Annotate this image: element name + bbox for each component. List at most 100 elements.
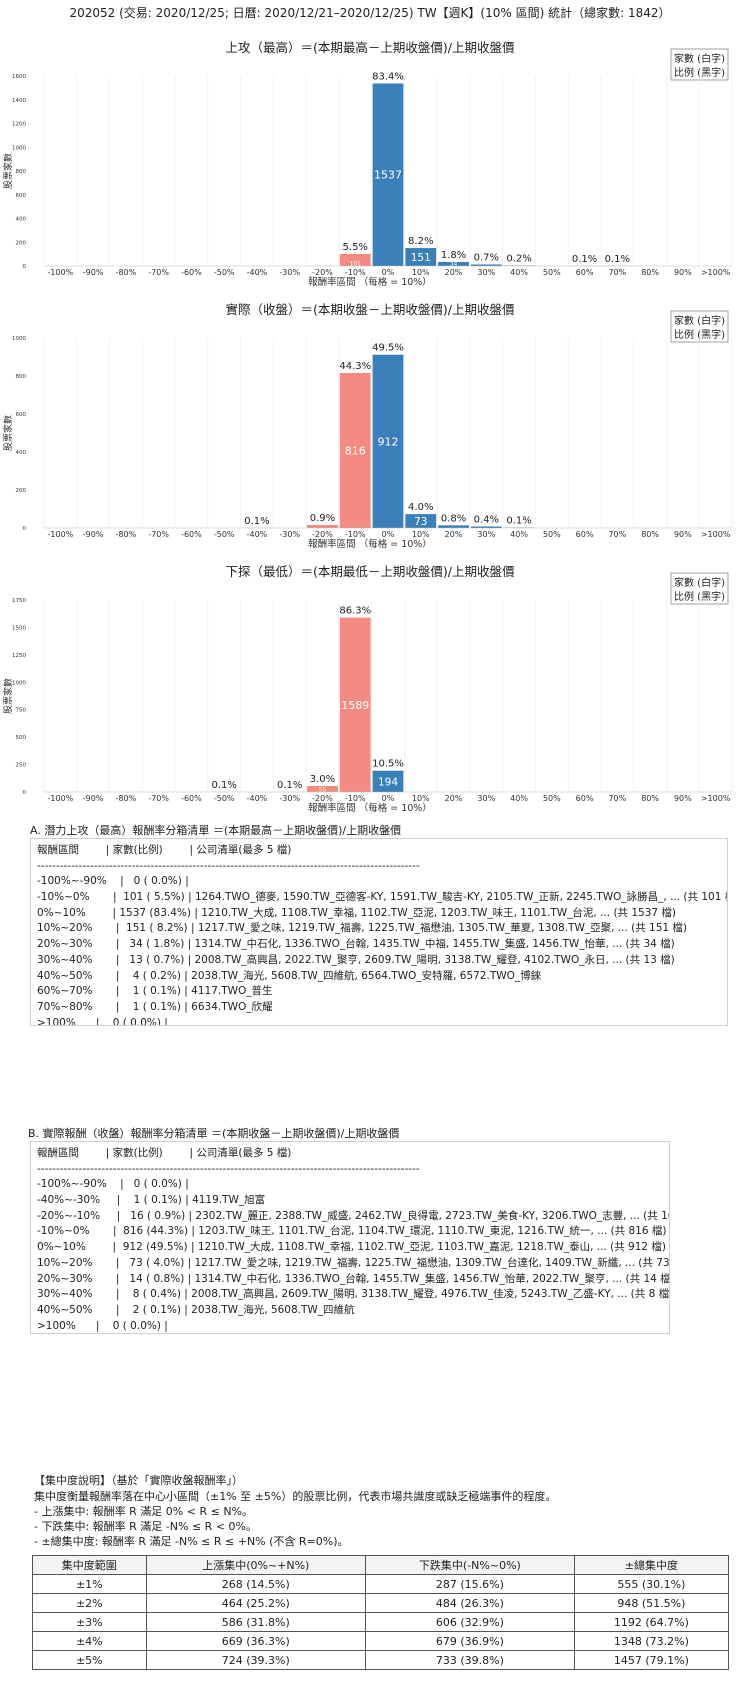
y-tick-label: 1000 bbox=[12, 145, 26, 151]
bar-pct-label: 0.1% bbox=[572, 254, 597, 265]
x-tick-label: 60% bbox=[576, 794, 594, 803]
concentration-up-def: - 上漲集中: 報酬率 R 滿足 0% < R ≤ N%。 bbox=[34, 1505, 253, 1518]
y-tick-label: 400 bbox=[16, 217, 27, 223]
y-tick-label: 800 bbox=[16, 169, 27, 175]
x-tick-label: 30% bbox=[477, 530, 495, 539]
table-cell: 1348 (73.2%) bbox=[573, 1631, 730, 1651]
x-tick-label: -60% bbox=[181, 794, 202, 803]
legend-label: 比例 (黑字) bbox=[674, 590, 725, 603]
x-tick-label: -20% bbox=[312, 268, 333, 277]
bar bbox=[339, 617, 371, 792]
x-tick-label: -60% bbox=[181, 268, 202, 277]
concentration-both-def: - ±總集中度: 報酬率 R 滿足 -N% ≤ R ≤ +N% (不含 R=0%… bbox=[34, 1535, 349, 1548]
concentration-desc: 集中度衡量報酬率落在中心小區間（±1% 至 ±5%）的股票比例，代表市場共識度或… bbox=[34, 1490, 557, 1503]
x-tick-label: 80% bbox=[641, 268, 659, 277]
x-tick-label: 0% bbox=[382, 530, 395, 539]
bar bbox=[339, 254, 371, 266]
legend-label: 家數 (白字) bbox=[674, 314, 725, 327]
x-tick-label: 70% bbox=[608, 268, 626, 277]
x-tick-label: -90% bbox=[83, 530, 104, 539]
x-tick-label: 40% bbox=[510, 530, 528, 539]
x-tick-label: 30% bbox=[477, 794, 495, 803]
bar-count-label: 912 bbox=[378, 435, 399, 448]
bar bbox=[307, 524, 338, 528]
list-item: -40%~-30% | 1 ( 0.1%) | 4119.TW_旭富 bbox=[37, 1194, 266, 1207]
y-tick-label: 1000 bbox=[12, 680, 26, 686]
chart-high: 上攻（最高）＝(本期最高－上期收盤價)/上期收盤價 家數 (白字) 比例 (黑字) 0… bbox=[0, 36, 740, 286]
y-tick-label: 0 bbox=[23, 526, 27, 532]
bar-pct-label: 1.8% bbox=[441, 250, 466, 261]
bar-count-label: 73 bbox=[414, 516, 427, 528]
x-tick-label: -90% bbox=[83, 794, 104, 803]
list-item: 20%~30% | 34 ( 1.8%) | 1314.TW_中石化, 1336… bbox=[37, 938, 675, 951]
table-cell: 1192 (64.7%) bbox=[573, 1612, 730, 1632]
bar-pct-label: 44.3% bbox=[339, 361, 371, 372]
table-cell: 679 (36.9%) bbox=[364, 1631, 575, 1651]
table-row: ±1% 268 (14.5%) 287 (15.6%) 555 (30.1%) bbox=[32, 1574, 730, 1594]
x-tick-label: 20% bbox=[445, 268, 463, 277]
x-tick-label: -60% bbox=[181, 530, 202, 539]
bar bbox=[438, 525, 469, 528]
x-tick-label: 20% bbox=[445, 530, 463, 539]
bar bbox=[405, 514, 437, 528]
list-item: 30%~40% | 13 ( 0.7%) | 2008.TW_高興昌, 2022… bbox=[37, 953, 675, 966]
x-tick-label: 90% bbox=[674, 530, 692, 539]
table-cell: 555 (30.1%) bbox=[573, 1574, 730, 1594]
bar-pct-label: 8.2% bbox=[408, 236, 433, 247]
table-cell: 268 (14.5%) bbox=[145, 1574, 366, 1594]
bar-count-label: 55 bbox=[319, 787, 327, 794]
y-tick-label: 1750 bbox=[12, 598, 26, 604]
x-tick-label: 90% bbox=[674, 268, 692, 277]
y-tick-label: 1400 bbox=[12, 98, 26, 104]
bar-pct-label: 0.7% bbox=[474, 252, 499, 263]
x-tick-label: -80% bbox=[116, 268, 137, 277]
y-tick-label: 200 bbox=[16, 488, 27, 494]
table-row: ±4% 669 (36.3%) 679 (36.9%) 1348 (73.2%) bbox=[32, 1631, 730, 1651]
list-item: -10%~0% | 101 ( 5.5%) | 1264.TWO_德麥, 159… bbox=[37, 891, 728, 904]
x-tick-label: -40% bbox=[247, 530, 268, 539]
page-title: 202052 (交易: 2020/12/25; 日曆: 2020/12/21–2… bbox=[69, 6, 671, 20]
chart-title: 實際（收盤）＝(本期收盤－上期收盤價)/上期收盤價 bbox=[226, 302, 515, 317]
x-tick-label: 80% bbox=[641, 530, 659, 539]
x-tick-label: 0% bbox=[382, 268, 395, 277]
table-header-row: 集中度範圍 上漲集中(0%~+N%) 下跌集中(-N%~0%) ±總集中度 bbox=[32, 1555, 730, 1575]
bar bbox=[372, 354, 404, 528]
bar-pct-label: 4.0% bbox=[408, 502, 433, 513]
x-tick-label: -30% bbox=[279, 530, 300, 539]
bar-pct-label: 83.4% bbox=[372, 71, 404, 82]
y-axis-label: 股票家數 bbox=[2, 153, 14, 189]
x-tick-label: -100% bbox=[47, 530, 73, 539]
y-tick-label: 1500 bbox=[12, 625, 26, 631]
list-item: 20%~30% | 14 ( 0.8%) | 1314.TW_中石化, 1336… bbox=[37, 1272, 670, 1285]
table-cell: 464 (25.2%) bbox=[145, 1593, 366, 1613]
y-tick-label: 600 bbox=[16, 193, 27, 199]
legend-label: 家數 (白字) bbox=[674, 576, 725, 589]
x-tick-label: -30% bbox=[279, 794, 300, 803]
section-a-title: A. 潛力上攻（最高）報酬率分箱清單 ＝(本期最高－上期收盤價)/上期收盤價 bbox=[30, 824, 402, 837]
x-tick-label: 50% bbox=[543, 268, 561, 277]
x-tick-label: -10% bbox=[345, 794, 366, 803]
x-tick-label: >100% bbox=[701, 268, 731, 277]
x-tick-label: -20% bbox=[312, 794, 333, 803]
bar-pct-label: 10.5% bbox=[372, 759, 404, 770]
y-axis-label: 股票家數 bbox=[2, 678, 14, 714]
x-tick-label: >100% bbox=[701, 530, 731, 539]
bar bbox=[372, 83, 404, 266]
concentration-title: 【集中度說明】（基於「實際收盤報酬率」） bbox=[34, 1474, 243, 1487]
y-tick-label: 750 bbox=[16, 708, 27, 714]
table-cell: 724 (39.3%) bbox=[145, 1650, 366, 1670]
x-tick-label: 80% bbox=[641, 794, 659, 803]
x-tick-label: 40% bbox=[510, 268, 528, 277]
x-tick-label: 0% bbox=[382, 794, 395, 803]
legend-frame bbox=[670, 48, 729, 81]
list-item: 40%~50% | 4 ( 0.2%) | 2038.TW_海光, 5608.T… bbox=[37, 969, 542, 982]
table-header: 集中度範圍 bbox=[32, 1555, 147, 1575]
table-cell: ±4% bbox=[32, 1631, 147, 1651]
bar-pct-label: 0.2% bbox=[506, 254, 531, 265]
y-tick-label: 400 bbox=[16, 450, 27, 456]
bar-pct-label: 49.5% bbox=[372, 343, 404, 354]
list-item: 0%~10% | 912 (49.5%) | 1210.TW_大成, 1108.… bbox=[37, 1241, 667, 1254]
legend-label: 家數 (白字) bbox=[674, 52, 725, 65]
